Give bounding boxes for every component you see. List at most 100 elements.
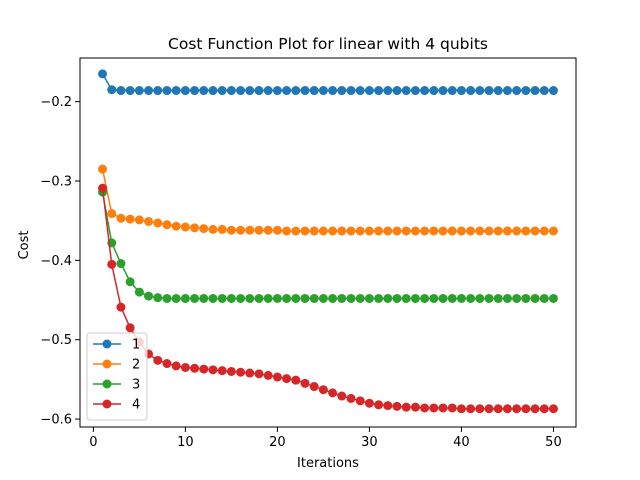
series-2-point [438,226,448,236]
series-4-point [328,388,338,398]
series-3-point [134,287,144,297]
series-3-point [355,293,365,303]
series-4-point [199,364,209,374]
series-4-point [401,402,411,412]
series-3-point [420,293,430,303]
series-4-point [245,368,255,378]
series-1-point [447,86,457,96]
series-2-point [153,218,163,228]
series-3-point [272,293,282,303]
series-1-point [466,86,476,96]
series-2-point [107,209,117,219]
series-1-point [107,85,117,95]
series-2-point [272,225,282,235]
series-2-point [254,225,264,235]
chart-title: Cost Function Plot for linear with 4 qub… [168,35,488,53]
series-3-point [309,293,319,303]
series-2-point [180,222,190,232]
series-3-point [125,277,135,287]
series-2-point [208,224,218,234]
series-2-point [217,224,227,234]
series-4-point [456,404,466,414]
y-tick-label: −0.2 [40,95,72,110]
series-1-point [456,86,466,96]
series-2-point [429,226,439,236]
x-tick-label: 50 [545,435,562,450]
series-1-point [346,86,356,96]
series-1-point [217,86,227,96]
series-3-point [548,293,558,303]
y-axis-label: Cost [17,231,32,260]
series-4-point [217,366,227,376]
series-3-point [346,293,356,303]
series-1-point [263,86,273,96]
series-2-point [328,226,338,236]
series-3-point [153,293,163,303]
series-3-point [171,293,181,303]
series-1-point [125,86,135,96]
series-1-point [309,86,319,96]
legend-marker-2 [102,359,112,369]
series-3-point [438,293,448,303]
y-tick-label: −0.5 [40,333,72,348]
series-1-point [401,86,411,96]
series-4-point [493,404,503,414]
series-3-point [521,293,531,303]
series-2-point [548,226,558,236]
series-2-point [383,226,393,236]
series-3-point [429,293,439,303]
series-2-point [401,226,411,236]
series-1-point [512,86,522,96]
series-3-point [392,293,402,303]
series-2-point [502,226,512,236]
series-3-point [226,293,236,303]
plot-area [80,58,576,427]
series-4-point [98,183,108,193]
series-4-point [300,378,310,388]
series-2-point [226,225,236,235]
series-3-point [401,293,411,303]
series-3-point [208,293,218,303]
series-1-point [254,86,264,96]
legend-label-1: 1 [132,338,140,353]
series-1-point [208,86,218,96]
series-2-point [374,226,384,236]
series-4-point [466,404,476,414]
series-2-point [116,213,126,223]
series-4-point [539,404,549,414]
series-2-point [144,216,154,226]
legend: 1 2 3 4 [86,332,148,421]
series-2-point [512,226,522,236]
legend-marker-4 [102,399,112,409]
series-2-point [456,226,466,236]
legend-marker-3 [102,379,112,389]
series-4-point [162,359,172,369]
series-2-point [236,225,246,235]
series-4-point [337,391,347,401]
series-1-point [144,86,154,96]
series-3-point [475,293,485,303]
series-2-point [493,226,503,236]
series-3-point [466,293,476,303]
series-4-point [107,259,117,269]
series-2-point [364,226,374,236]
series-1-point [199,86,209,96]
series-3-point [180,293,190,303]
series-3-point [456,293,466,303]
y-tick-label: −0.4 [40,254,72,269]
series-4-point [236,367,246,377]
series-4-point [116,302,126,312]
series-1-point [226,86,236,96]
series-4-point [429,403,439,413]
series-2-point [263,225,273,235]
series-1-point [236,86,246,96]
axes-layer: 0 10 20 30 40 50 −0.6 −0.5 −0.4 −0.3 −0.2 [40,57,577,450]
series-4-point [521,404,531,414]
series-4-point [254,369,264,379]
series-2-point [539,226,549,236]
series-1-point [171,86,181,96]
series-3-point [493,293,503,303]
series-3-point [539,293,549,303]
series-3-point [217,293,227,303]
series-1-point [530,86,540,96]
